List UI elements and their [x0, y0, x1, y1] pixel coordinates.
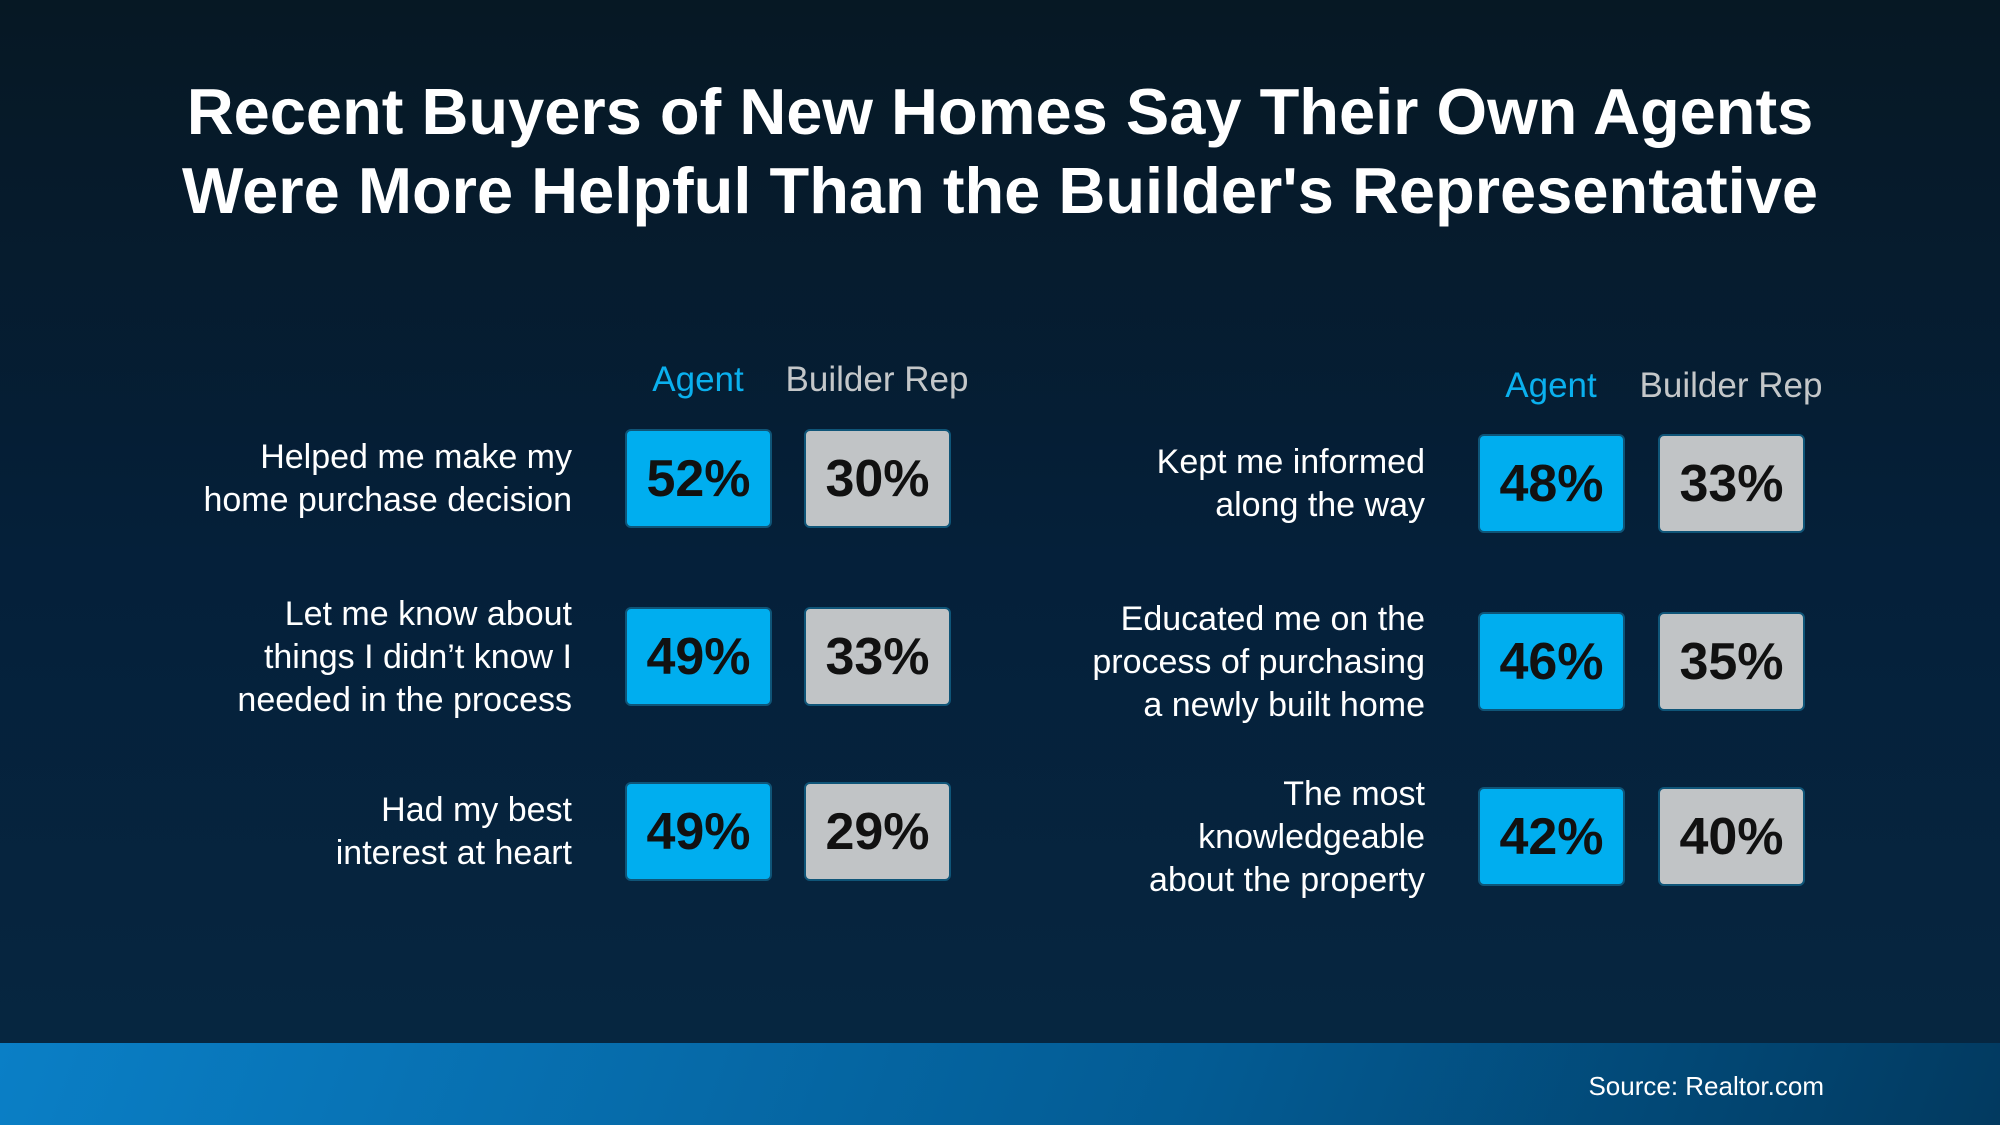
row-label-line: Let me know about	[284, 594, 572, 633]
row-label: Kept me informed along the way	[945, 441, 1425, 527]
row-label-line: knowledgeable	[1198, 817, 1425, 856]
row-label-line: about the property	[1149, 860, 1425, 899]
agent-value-box: 49%	[625, 607, 772, 706]
agent-value-box: 46%	[1478, 612, 1625, 711]
row-label-line: Educated me on the	[1120, 599, 1425, 638]
title-line-2: Were More Helpful Than the Builder's Rep…	[181, 154, 1818, 227]
row-label-line: needed in the process	[237, 680, 572, 719]
builder-rep-value-box: 30%	[804, 429, 951, 528]
row-label-line: along the way	[1215, 486, 1425, 524]
chart-title: Recent Buyers of New Homes Say Their Own…	[0, 72, 2000, 230]
column-header-agent: Agent	[1505, 366, 1597, 405]
row-label: Let me know about things I didn’t know I n…	[92, 593, 572, 722]
builder-rep-value-box: 33%	[1658, 434, 1805, 533]
row-label-line: process of purchasing	[1092, 642, 1425, 681]
builder-rep-value-box: 29%	[804, 782, 951, 881]
agent-value-box: 48%	[1478, 434, 1625, 533]
row-label-line: The most	[1283, 774, 1425, 813]
builder-rep-value-box: 40%	[1658, 787, 1805, 886]
builder-rep-value-box: 33%	[804, 607, 951, 706]
builder-rep-value-box: 35%	[1658, 612, 1805, 711]
column-header-agent: Agent	[652, 360, 744, 399]
row-label-line: Had my best	[381, 791, 572, 829]
column-header-builder-rep: Builder Rep	[1639, 366, 1823, 405]
row-label: The most knowledgeable about the property	[945, 773, 1425, 902]
footer-bar	[0, 1043, 2000, 1125]
agent-value-box: 42%	[1478, 787, 1625, 886]
row-label-line: interest at heart	[335, 834, 572, 872]
column-header-builder-rep: Builder Rep	[785, 360, 969, 399]
row-label: Educated me on the process of purchasing a…	[945, 598, 1425, 727]
row-label-line: Helped me make my	[260, 438, 572, 476]
row-label-line: Kept me informed	[1156, 443, 1425, 481]
agent-value-box: 52%	[625, 429, 772, 528]
row-label: Had my best interest at heart	[92, 789, 572, 875]
row-label-line: a newly built home	[1143, 685, 1425, 724]
row-label: Helped me make my home purchase decision	[92, 436, 572, 522]
row-label-line: home purchase decision	[203, 481, 572, 519]
row-label-line: things I didn’t know I	[263, 637, 572, 676]
source-text: Source: Realtor.com	[1588, 1071, 1824, 1101]
agent-value-box: 49%	[625, 782, 772, 881]
title-line-1: Recent Buyers of New Homes Say Their Own…	[186, 75, 1814, 148]
